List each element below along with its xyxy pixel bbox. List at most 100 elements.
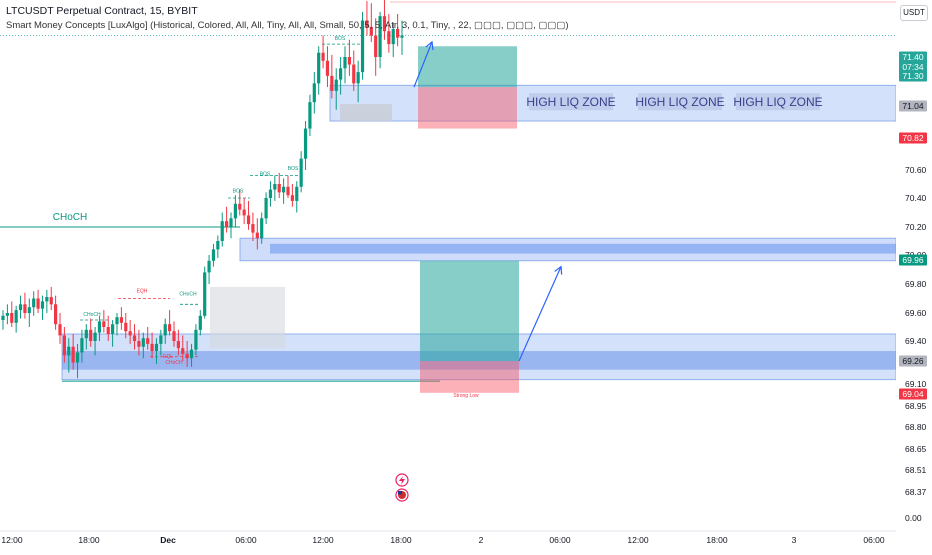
candle[interactable] bbox=[119, 307, 123, 330]
candle[interactable] bbox=[286, 175, 290, 198]
candle[interactable] bbox=[49, 286, 53, 311]
candle[interactable] bbox=[356, 60, 360, 103]
candle[interactable] bbox=[146, 327, 150, 350]
candle[interactable] bbox=[172, 321, 176, 347]
candle[interactable] bbox=[369, 3, 373, 42]
price-axis-pane[interactable] bbox=[896, 0, 932, 550]
candle[interactable] bbox=[382, 0, 387, 40]
candle[interactable] bbox=[54, 295, 58, 330]
candle[interactable] bbox=[330, 54, 334, 99]
candle[interactable] bbox=[115, 313, 119, 336]
candle[interactable] bbox=[246, 200, 251, 230]
candle[interactable] bbox=[97, 315, 102, 341]
candle[interactable] bbox=[238, 189, 242, 216]
candle[interactable] bbox=[1, 310, 5, 330]
candle[interactable] bbox=[299, 151, 303, 193]
candle[interactable] bbox=[71, 334, 75, 370]
long-position-stop[interactable] bbox=[418, 87, 517, 129]
candle[interactable] bbox=[216, 235, 220, 258]
candle[interactable] bbox=[295, 181, 299, 213]
candle[interactable] bbox=[229, 212, 233, 239]
candle[interactable] bbox=[106, 315, 110, 341]
candle[interactable] bbox=[189, 343, 194, 367]
candle[interactable] bbox=[255, 218, 259, 250]
candle[interactable] bbox=[290, 184, 294, 207]
candle[interactable] bbox=[132, 324, 137, 350]
candle[interactable] bbox=[264, 192, 268, 225]
candle[interactable] bbox=[260, 212, 264, 244]
long-position-profit[interactable] bbox=[418, 46, 517, 88]
lightning-event-icon[interactable] bbox=[395, 473, 409, 487]
candle[interactable] bbox=[67, 338, 71, 373]
candle[interactable] bbox=[207, 255, 211, 284]
candle[interactable] bbox=[23, 292, 27, 319]
candle[interactable] bbox=[347, 39, 351, 76]
candle[interactable] bbox=[168, 310, 172, 336]
candle[interactable] bbox=[10, 301, 14, 327]
candle[interactable] bbox=[211, 243, 216, 267]
candle[interactable] bbox=[163, 318, 167, 344]
candle[interactable] bbox=[220, 212, 224, 247]
candle[interactable] bbox=[75, 343, 80, 379]
candle[interactable] bbox=[14, 305, 18, 333]
candle[interactable] bbox=[352, 50, 356, 91]
candle[interactable] bbox=[32, 291, 36, 316]
candle[interactable] bbox=[374, 18, 378, 76]
candle[interactable] bbox=[154, 338, 159, 364]
candle[interactable] bbox=[80, 329, 84, 363]
currency-button[interactable]: USDT bbox=[900, 5, 928, 21]
candle[interactable] bbox=[268, 181, 273, 207]
candle[interactable] bbox=[273, 175, 277, 201]
candle[interactable] bbox=[159, 329, 163, 356]
candle[interactable] bbox=[282, 178, 286, 204]
candle[interactable] bbox=[225, 206, 229, 233]
candle[interactable] bbox=[27, 298, 31, 328]
candle[interactable] bbox=[303, 121, 308, 170]
candle[interactable] bbox=[321, 35, 325, 69]
candle[interactable] bbox=[45, 289, 49, 313]
candle[interactable] bbox=[36, 289, 40, 313]
us-flag-event-icon[interactable] bbox=[395, 488, 409, 502]
trend-arrow[interactable] bbox=[518, 265, 563, 362]
candle[interactable] bbox=[317, 46, 321, 95]
candle[interactable] bbox=[391, 22, 395, 57]
candle[interactable] bbox=[102, 310, 106, 333]
candle[interactable] bbox=[343, 46, 347, 84]
candle[interactable] bbox=[339, 57, 343, 95]
candle[interactable] bbox=[40, 295, 45, 320]
trend-arrow[interactable] bbox=[413, 40, 434, 88]
candle[interactable] bbox=[251, 212, 255, 242]
candle[interactable] bbox=[242, 198, 246, 225]
candle[interactable] bbox=[181, 335, 185, 362]
candle[interactable] bbox=[312, 72, 316, 114]
candle[interactable] bbox=[233, 195, 237, 227]
candle[interactable] bbox=[387, 14, 391, 53]
candle[interactable] bbox=[58, 313, 62, 344]
candle[interactable] bbox=[93, 327, 97, 356]
long-position-stop[interactable] bbox=[420, 361, 519, 393]
candle[interactable] bbox=[277, 172, 281, 198]
candle[interactable] bbox=[334, 68, 338, 110]
candle[interactable] bbox=[137, 329, 141, 356]
candle[interactable] bbox=[62, 327, 66, 363]
candle[interactable] bbox=[176, 329, 180, 356]
candle[interactable] bbox=[84, 324, 88, 350]
candle[interactable] bbox=[124, 313, 128, 339]
candle[interactable] bbox=[194, 324, 198, 356]
candle[interactable] bbox=[128, 320, 132, 344]
candle[interactable] bbox=[360, 11, 365, 80]
candle[interactable] bbox=[378, 11, 382, 69]
candle[interactable] bbox=[5, 304, 9, 325]
candle[interactable] bbox=[203, 266, 207, 319]
candle[interactable] bbox=[198, 310, 202, 336]
indicator-legend[interactable]: Smart Money Concepts [LuxAlgo] (Historic… bbox=[6, 20, 569, 31]
candle[interactable] bbox=[111, 320, 115, 347]
candle[interactable] bbox=[400, 20, 404, 55]
candle[interactable] bbox=[141, 332, 145, 359]
candle[interactable] bbox=[150, 332, 154, 359]
candle[interactable] bbox=[325, 46, 330, 88]
candle[interactable] bbox=[89, 318, 93, 347]
candle[interactable] bbox=[18, 295, 23, 319]
